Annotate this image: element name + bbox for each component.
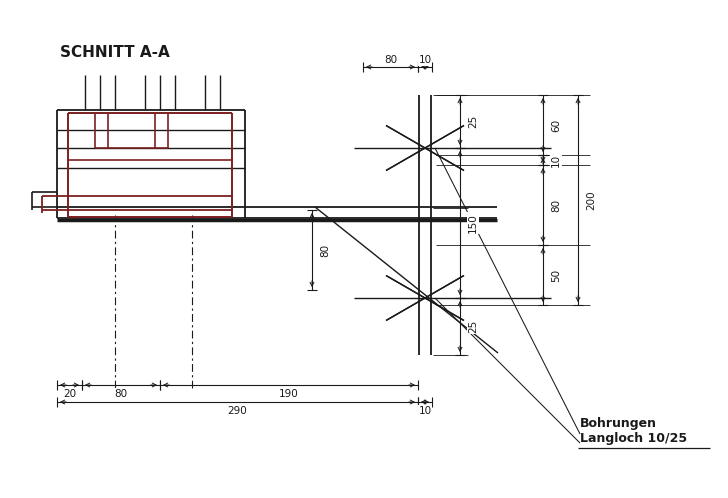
Text: 290: 290	[228, 406, 248, 416]
Text: 190: 190	[279, 389, 299, 399]
Text: 80: 80	[551, 198, 561, 212]
Text: Bohrungen: Bohrungen	[580, 417, 657, 430]
Text: 80: 80	[384, 55, 397, 65]
Text: SCHNITT A-A: SCHNITT A-A	[60, 44, 170, 59]
Text: 10: 10	[551, 153, 561, 166]
Text: 25: 25	[468, 115, 478, 128]
Text: 25: 25	[468, 320, 478, 333]
Text: 20: 20	[63, 389, 76, 399]
Text: 150: 150	[468, 213, 478, 233]
Text: 10: 10	[419, 406, 432, 416]
Text: 60: 60	[551, 119, 561, 131]
Text: 10: 10	[419, 55, 432, 65]
Text: Langloch 10/25: Langloch 10/25	[580, 432, 687, 445]
Text: 200: 200	[586, 190, 596, 210]
Text: 50: 50	[551, 268, 561, 281]
Text: 80: 80	[320, 244, 330, 256]
Text: 80: 80	[114, 389, 127, 399]
